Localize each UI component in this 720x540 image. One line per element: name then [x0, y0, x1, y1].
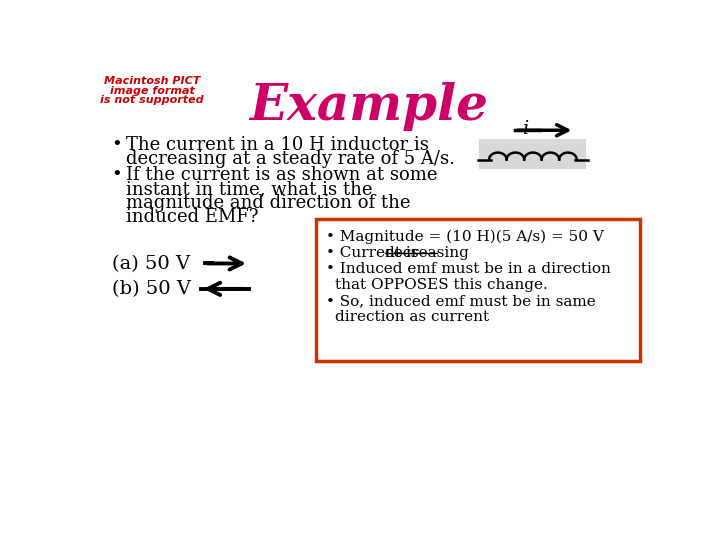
- Text: Example: Example: [250, 82, 488, 131]
- Text: Macintosh PICT: Macintosh PICT: [104, 76, 200, 86]
- Bar: [479, 139, 586, 168]
- Text: • Induced emf must be in a direction: • Induced emf must be in a direction: [325, 262, 611, 276]
- Text: is not supported: is not supported: [100, 95, 204, 105]
- Text: If the current is as shown at some: If the current is as shown at some: [126, 166, 437, 185]
- Text: • Magnitude = (10 H)(5 A/s) = 50 V: • Magnitude = (10 H)(5 A/s) = 50 V: [325, 230, 603, 244]
- Text: • So, induced emf must be in same: • So, induced emf must be in same: [325, 294, 595, 308]
- Text: magnitude and direction of the: magnitude and direction of the: [126, 194, 410, 212]
- Text: decreasing at a steady rate of 5 A/s.: decreasing at a steady rate of 5 A/s.: [126, 150, 454, 167]
- Text: •: •: [112, 166, 122, 185]
- Text: induced EMF?: induced EMF?: [126, 208, 258, 226]
- Bar: [316, 219, 640, 361]
- Text: decreasing: decreasing: [384, 246, 469, 260]
- Text: i: i: [523, 120, 528, 138]
- Text: The current in a 10 H inductor is: The current in a 10 H inductor is: [126, 136, 428, 154]
- Text: that OPPOSES this change.: that OPPOSES this change.: [335, 278, 548, 292]
- Text: • Current is: • Current is: [325, 246, 423, 260]
- Text: •: •: [112, 136, 122, 154]
- Text: direction as current: direction as current: [335, 310, 489, 325]
- Text: (b) 50 V: (b) 50 V: [112, 280, 191, 299]
- Text: (a) 50 V: (a) 50 V: [112, 255, 190, 273]
- Text: instant in time, what is the: instant in time, what is the: [126, 180, 372, 198]
- Text: image format: image format: [109, 85, 194, 96]
